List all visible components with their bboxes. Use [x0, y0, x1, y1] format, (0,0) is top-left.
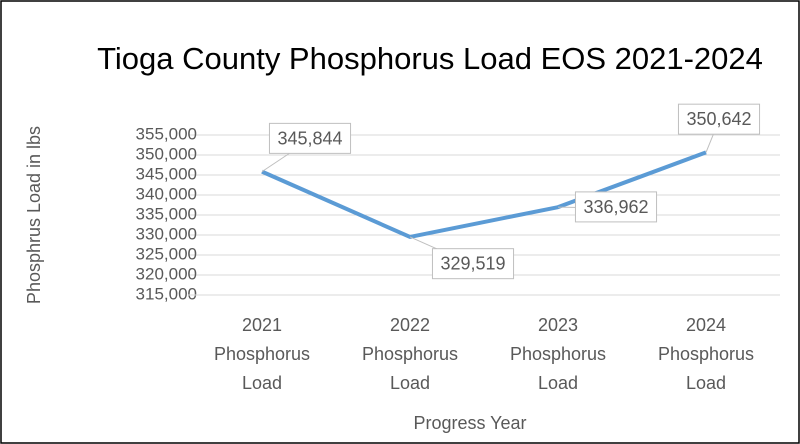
chart-title: Tioga County Phosphorus Load EOS 2021-20… [97, 41, 763, 76]
y-axis-title: Phosphrus Load in lbs [24, 126, 44, 304]
x-tick-label: 2024 Phosphorus Load [657, 315, 755, 393]
data-label: 350,642 [686, 109, 751, 129]
data-label-box [431, 248, 515, 280]
data-label-box [677, 103, 761, 135]
data-label-group: 329,519 [409, 236, 515, 280]
data-label: 329,519 [440, 254, 505, 274]
data-label-box [268, 122, 352, 154]
y-tick-label: 320,000 [136, 264, 197, 283]
y-tick-label: 330,000 [136, 224, 197, 243]
y-tick-label: 335,000 [136, 204, 197, 223]
x-tick-label: 2023 Phosphorus Load [509, 315, 607, 393]
y-tick-label: 345,000 [136, 164, 197, 183]
data-label: 345,844 [277, 128, 342, 148]
series-line [261, 150, 707, 239]
y-tick-label: 340,000 [136, 184, 197, 203]
data-label-group: 350,642 [677, 103, 761, 153]
data-label-group: 336,962 [557, 191, 658, 223]
data-label: 336,962 [583, 197, 648, 217]
y-tick-label: 325,000 [136, 244, 197, 263]
x-axis-title: Progress Year [413, 413, 526, 433]
y-tick-label: 350,000 [136, 144, 197, 163]
y-tick-label: 315,000 [136, 284, 197, 303]
data-label-group: 345,844 [261, 122, 352, 173]
x-tick-label: 2022 Phosphorus Load [361, 315, 459, 393]
x-tick-label: 2021 Phosphorus Load [213, 315, 311, 393]
data-label-box [574, 191, 658, 223]
y-tick-label: 355,000 [136, 124, 197, 143]
